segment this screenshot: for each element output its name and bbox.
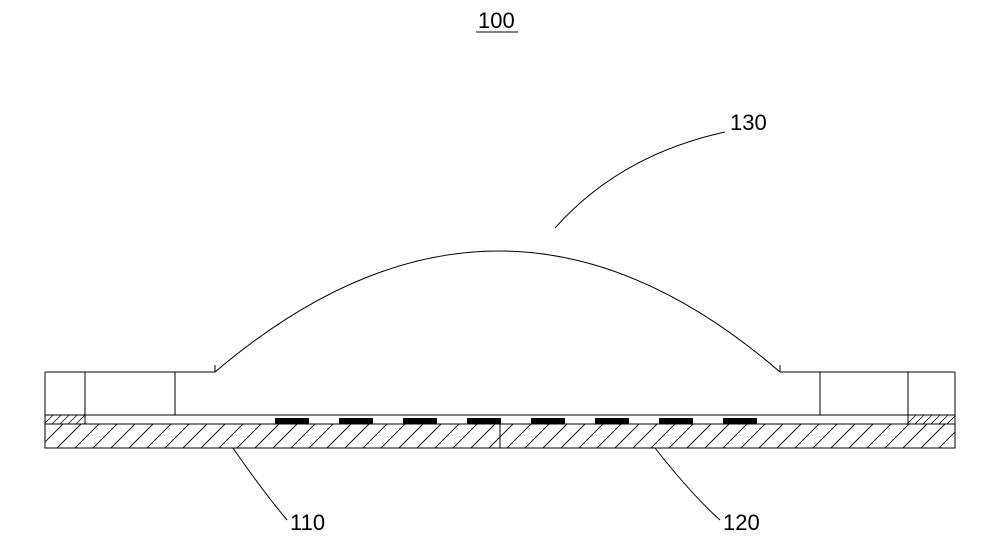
chip-pad-2 [403, 418, 437, 424]
substrate-hatch [273, 424, 297, 448]
substrate-hatch [723, 424, 747, 448]
corner-hatch-left-hatch [60, 415, 69, 424]
substrate-hatch [669, 424, 693, 448]
corner-hatch-left-hatch [52, 415, 61, 424]
substrate-hatch [75, 424, 99, 448]
substrate-hatch [939, 424, 963, 448]
substrate-hatch [777, 424, 801, 448]
substrate-hatch [813, 424, 837, 448]
corner-hatch-right-hatch [931, 415, 940, 424]
substrate-hatch [597, 424, 621, 448]
corner-hatch-left-hatch [68, 415, 77, 424]
substrate-hatch [507, 424, 531, 448]
substrate-hatch [759, 424, 783, 448]
substrate-hatch [543, 424, 567, 448]
substrate-hatch [381, 424, 405, 448]
corner-hatch-right-hatch [915, 415, 924, 424]
substrate-hatch [525, 424, 549, 448]
figure-number-label: 100 [478, 8, 515, 33]
substrate-hatch [885, 424, 909, 448]
chip-pad-0 [275, 418, 309, 424]
substrate-hatch [651, 424, 675, 448]
substrate-hatch [165, 424, 189, 448]
corner-hatch-right-hatch [939, 415, 948, 424]
substrate-hatch [111, 424, 135, 448]
substrate-hatch [453, 424, 477, 448]
corner-hatch-right-hatch [908, 415, 916, 423]
substrate-hatch [435, 424, 459, 448]
substrate-hatch [93, 424, 117, 448]
substrate-hatch [237, 424, 261, 448]
substrate-hatch [579, 424, 603, 448]
substrate-hatch [867, 424, 891, 448]
substrate-hatch [57, 424, 81, 448]
diagram-svg: 100 130 120 110 [0, 0, 1000, 549]
substrate-hatch [831, 424, 855, 448]
label-ref130: 130 [730, 110, 767, 135]
corner-hatch-right-hatch [923, 415, 932, 424]
substrate-hatch-group [21, 424, 999, 448]
chip-pad-1 [339, 418, 373, 424]
corner-hatch-right-hatch [947, 416, 955, 424]
chip-pad-4 [531, 418, 565, 424]
substrate-hatch [129, 424, 153, 448]
substrate-hatch [471, 424, 495, 448]
leader-ref120 [655, 448, 720, 520]
substrate-hatch [633, 424, 657, 448]
substrate-hatch [219, 424, 243, 448]
corner-hatch-left-hatch [45, 415, 53, 423]
chip-pad-3 [467, 418, 501, 424]
label-ref110: 110 [290, 510, 325, 535]
substrate-hatch [975, 424, 999, 448]
substrate-hatch [903, 424, 927, 448]
substrate-hatch [687, 424, 711, 448]
substrate-hatch [399, 424, 423, 448]
substrate-hatch [183, 424, 207, 448]
substrate-hatch [417, 424, 441, 448]
chip-pad-5 [595, 418, 629, 424]
substrate-hatch [615, 424, 639, 448]
substrate-hatch [705, 424, 729, 448]
substrate-hatch [795, 424, 819, 448]
substrate-hatch [561, 424, 585, 448]
chip-pad-7 [723, 418, 757, 424]
leader-ref110 [233, 448, 287, 520]
substrate-hatch [201, 424, 225, 448]
substrate-hatch [255, 424, 279, 448]
substrate-hatch [147, 424, 171, 448]
figure-stage: 100 130 120 110 [0, 0, 1000, 549]
substrate-hatch [957, 424, 981, 448]
substrate-hatch [489, 424, 513, 448]
substrate-hatch [363, 424, 387, 448]
substrate-hatch [849, 424, 873, 448]
substrate-hatch [741, 424, 765, 448]
leader-ref130 [555, 132, 725, 228]
label-ref120: 120 [723, 510, 760, 535]
dome-outline [215, 251, 780, 372]
substrate-hatch [921, 424, 945, 448]
corner-hatch-left-hatch [76, 415, 85, 424]
substrate-hatch [39, 424, 63, 448]
substrate-hatch [291, 424, 315, 448]
substrate-hatch [345, 424, 369, 448]
substrate-hatch [21, 424, 45, 448]
chip-pad-6 [659, 418, 693, 424]
substrate-hatch [309, 424, 333, 448]
substrate-hatch [327, 424, 351, 448]
